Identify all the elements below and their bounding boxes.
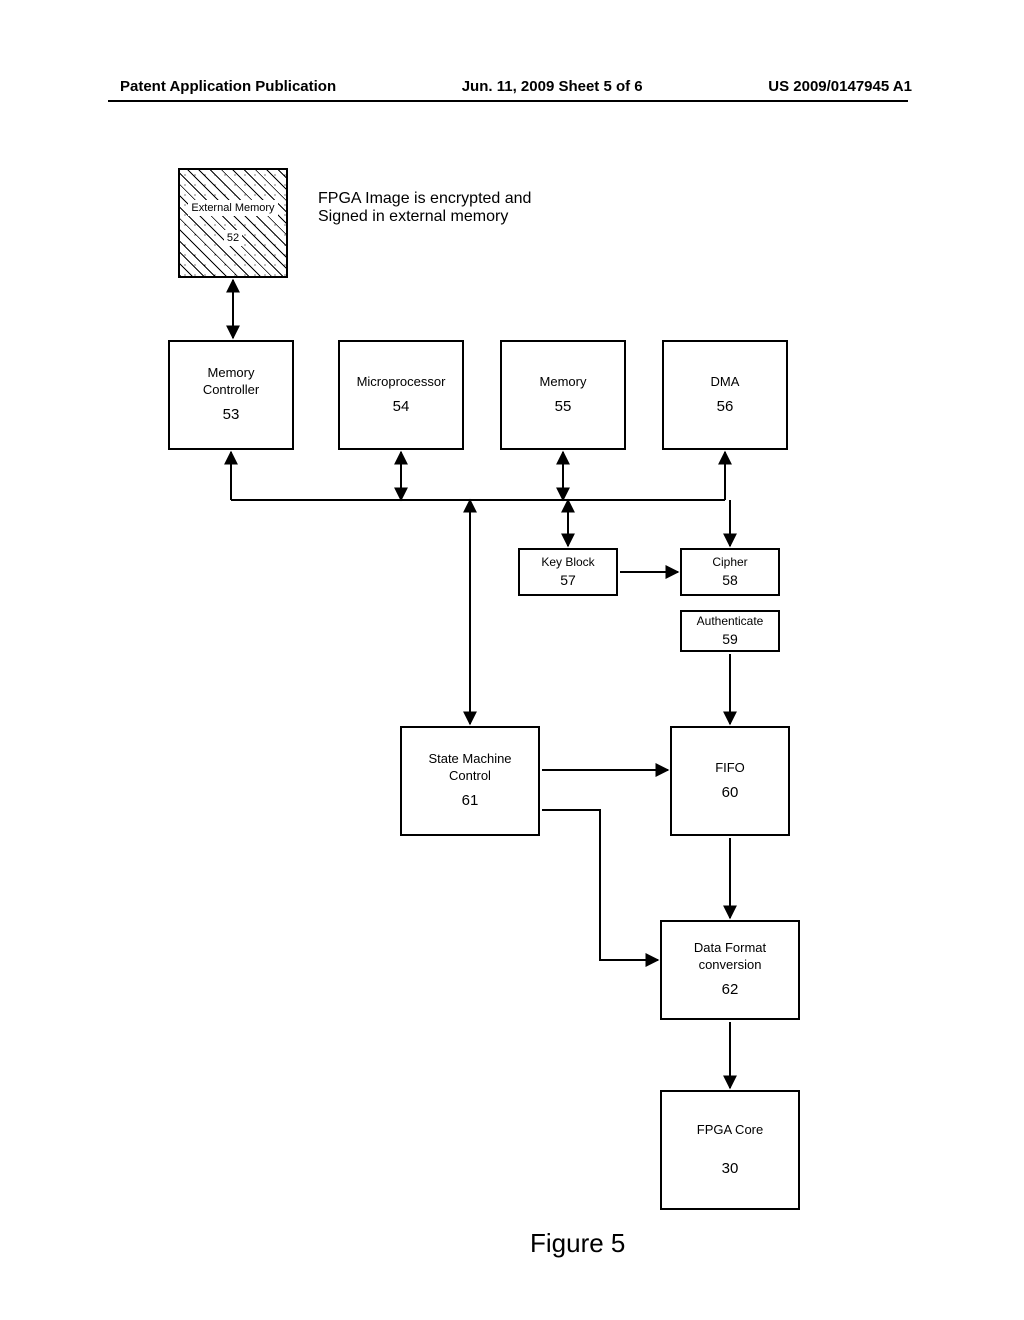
node-label: DMA xyxy=(711,374,740,391)
node-number: 54 xyxy=(393,397,410,417)
node-dma: DMA 56 xyxy=(662,340,788,450)
node-label: Microprocessor xyxy=(357,374,446,391)
node-label: External Memory xyxy=(188,200,277,216)
node-key-block: Key Block 57 xyxy=(518,548,618,596)
node-authenticate: Authenticate 59 xyxy=(680,610,780,652)
node-state-machine: State Machine Control 61 xyxy=(400,726,540,836)
node-number: 52 xyxy=(224,230,242,246)
node-fpga-core: FPGA Core 30 xyxy=(660,1090,800,1210)
node-external-memory: External Memory 52 xyxy=(178,168,288,278)
node-number: 61 xyxy=(462,791,479,811)
node-number: 56 xyxy=(717,397,734,417)
node-data-format-conversion: Data Format conversion 62 xyxy=(660,920,800,1020)
node-label: State Machine Control xyxy=(428,751,511,785)
node-label: FIFO xyxy=(715,760,745,777)
node-number: 62 xyxy=(722,980,739,1000)
node-memory: Memory 55 xyxy=(500,340,626,450)
node-number: 30 xyxy=(722,1159,739,1179)
figure-caption: Figure 5 xyxy=(530,1228,625,1259)
node-label: Authenticate xyxy=(697,614,764,630)
node-fifo: FIFO 60 xyxy=(670,726,790,836)
node-number: 59 xyxy=(722,630,738,648)
node-number: 55 xyxy=(555,397,572,417)
node-number: 53 xyxy=(223,405,240,425)
node-label: Memory xyxy=(540,374,587,391)
node-label: Key Block xyxy=(541,555,594,571)
node-number: 57 xyxy=(560,571,576,589)
node-memory-controller: Memory Controller 53 xyxy=(168,340,294,450)
node-number: 58 xyxy=(722,571,738,589)
node-cipher: Cipher 58 xyxy=(680,548,780,596)
diagram-canvas: FPGA Image is encrypted and Signed in ex… xyxy=(0,0,1024,1320)
annotation-text: FPGA Image is encrypted and Signed in ex… xyxy=(318,190,618,226)
node-microprocessor: Microprocessor 54 xyxy=(338,340,464,450)
node-label: Cipher xyxy=(712,555,747,571)
node-label: Data Format conversion xyxy=(694,940,766,974)
node-label: Memory Controller xyxy=(203,365,259,399)
node-number: 60 xyxy=(722,783,739,803)
node-label: FPGA Core xyxy=(697,1122,763,1139)
